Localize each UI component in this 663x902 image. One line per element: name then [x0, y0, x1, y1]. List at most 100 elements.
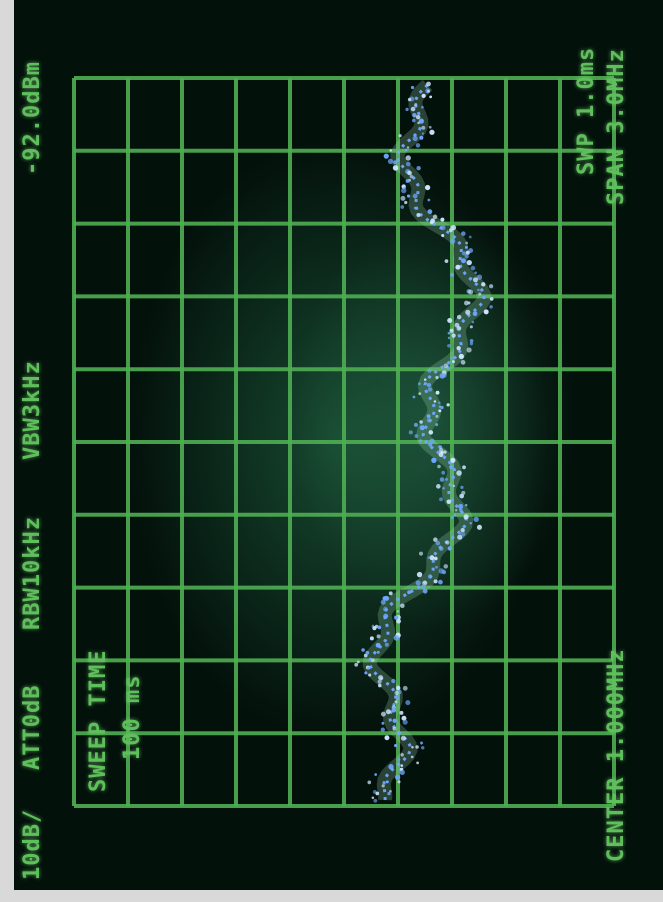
sweep-readout-label: SWP 1.0ms: [574, 46, 599, 175]
trace-speckle: [356, 660, 360, 664]
trace-speckle: [418, 118, 425, 124]
trace-speckle: [448, 460, 452, 465]
trace-speckle: [429, 220, 434, 225]
trace-speckle: [427, 89, 430, 93]
trace-speckle: [410, 106, 416, 112]
trace-speckle: [450, 356, 453, 360]
trace-speckle: [416, 165, 421, 171]
trace-speckle: [414, 103, 418, 107]
trace-speckle: [440, 217, 445, 222]
attenuation-label: ATT0dB: [20, 684, 45, 770]
trace-speckle: [471, 320, 475, 324]
trace-speckle: [381, 784, 385, 788]
trace-speckle: [383, 153, 389, 159]
trace-speckle: [399, 769, 405, 775]
trace-speckle: [406, 146, 410, 149]
trace-speckle: [391, 707, 397, 713]
trace-speckle: [421, 93, 426, 98]
trace-speckle: [451, 333, 456, 338]
trace-speckle: [400, 735, 406, 741]
trace-speckle: [469, 341, 474, 346]
trace-speckle: [361, 648, 365, 652]
trace-speckle: [439, 477, 445, 482]
trace-speckle: [400, 753, 404, 757]
trace-speckle: [481, 282, 486, 287]
trace-speckle: [413, 206, 417, 210]
trace-speckle: [371, 796, 375, 799]
trace-speckle: [470, 265, 476, 271]
trace-speckle: [438, 579, 443, 585]
trace-speckle: [388, 764, 394, 770]
trace-speckle: [387, 158, 394, 164]
trace-speckle: [460, 258, 466, 264]
trace-speckle: [460, 527, 465, 533]
trace-speckle: [456, 314, 462, 320]
trace-speckle: [446, 403, 450, 407]
trace-speckle: [383, 606, 388, 612]
trace-speckle: [369, 636, 374, 641]
trace-speckle: [458, 508, 463, 512]
trace-speckle: [447, 331, 451, 335]
trace-speckle: [393, 635, 400, 641]
sweep-time-label: SWEEP TIME: [86, 649, 111, 792]
rbw-label: RBW10kHz: [20, 516, 45, 630]
trace-speckle: [377, 683, 382, 688]
trace-speckle: [405, 107, 409, 112]
trace-speckle: [375, 642, 381, 648]
trace-speckle: [392, 718, 397, 723]
trace-speckle: [421, 105, 424, 109]
trace-speckle: [421, 746, 425, 750]
trace-speckle: [392, 726, 397, 731]
trace-speckle: [406, 194, 411, 198]
trace-speckle: [448, 228, 453, 233]
trace-speckle: [370, 658, 375, 663]
trace-speckle: [416, 212, 421, 217]
trace-speckle: [451, 360, 455, 364]
trace-speckle: [410, 755, 414, 759]
trace-speckle: [380, 727, 385, 732]
spectrum-screen: [72, 76, 616, 808]
vbw-label: VBW3kHz: [20, 360, 45, 460]
trace-speckle: [400, 187, 407, 194]
trace-speckle: [411, 118, 416, 123]
trace-speckle: [465, 309, 471, 315]
trace-speckle: [418, 439, 423, 443]
trace-speckle: [380, 599, 386, 605]
trace-speckle: [445, 477, 449, 481]
trace-speckle: [449, 465, 453, 469]
trace-speckle: [412, 135, 418, 142]
trace-speckle: [427, 442, 433, 447]
trace-speckle: [433, 400, 437, 403]
trace-speckle: [412, 193, 418, 199]
trace-speckle: [414, 434, 419, 438]
trace-speckle: [421, 125, 426, 130]
trace-speckle: [399, 710, 404, 715]
trace-speckle: [389, 149, 393, 152]
trace-speckle: [411, 746, 414, 749]
trace-speckle: [426, 81, 431, 87]
trace-speckle: [483, 309, 489, 315]
trace-speckle: [368, 673, 372, 677]
trace-speckle: [456, 470, 462, 476]
trace-speckle: [427, 198, 431, 202]
trace-speckle: [424, 184, 431, 191]
trace-speckle: [431, 457, 437, 463]
trace-speckle: [421, 132, 425, 135]
trace-speckle: [408, 430, 413, 435]
trace-speckle: [440, 225, 446, 231]
scale-label: 10dB/: [20, 808, 45, 880]
trace-speckle: [427, 574, 433, 579]
trace-speckle: [384, 642, 389, 647]
trace-speckle: [446, 499, 451, 504]
trace-speckle: [443, 363, 449, 368]
trace-speckle: [415, 580, 421, 586]
trace-speckle: [437, 464, 441, 469]
trace-speckle: [438, 445, 442, 449]
trace-speckle: [427, 387, 433, 392]
trace-speckle: [457, 534, 463, 540]
trace-speckle: [363, 653, 368, 658]
trace-speckle: [435, 541, 441, 546]
trace-speckle: [384, 735, 390, 741]
trace-speckle: [418, 382, 421, 386]
trace-speckle: [396, 618, 401, 624]
